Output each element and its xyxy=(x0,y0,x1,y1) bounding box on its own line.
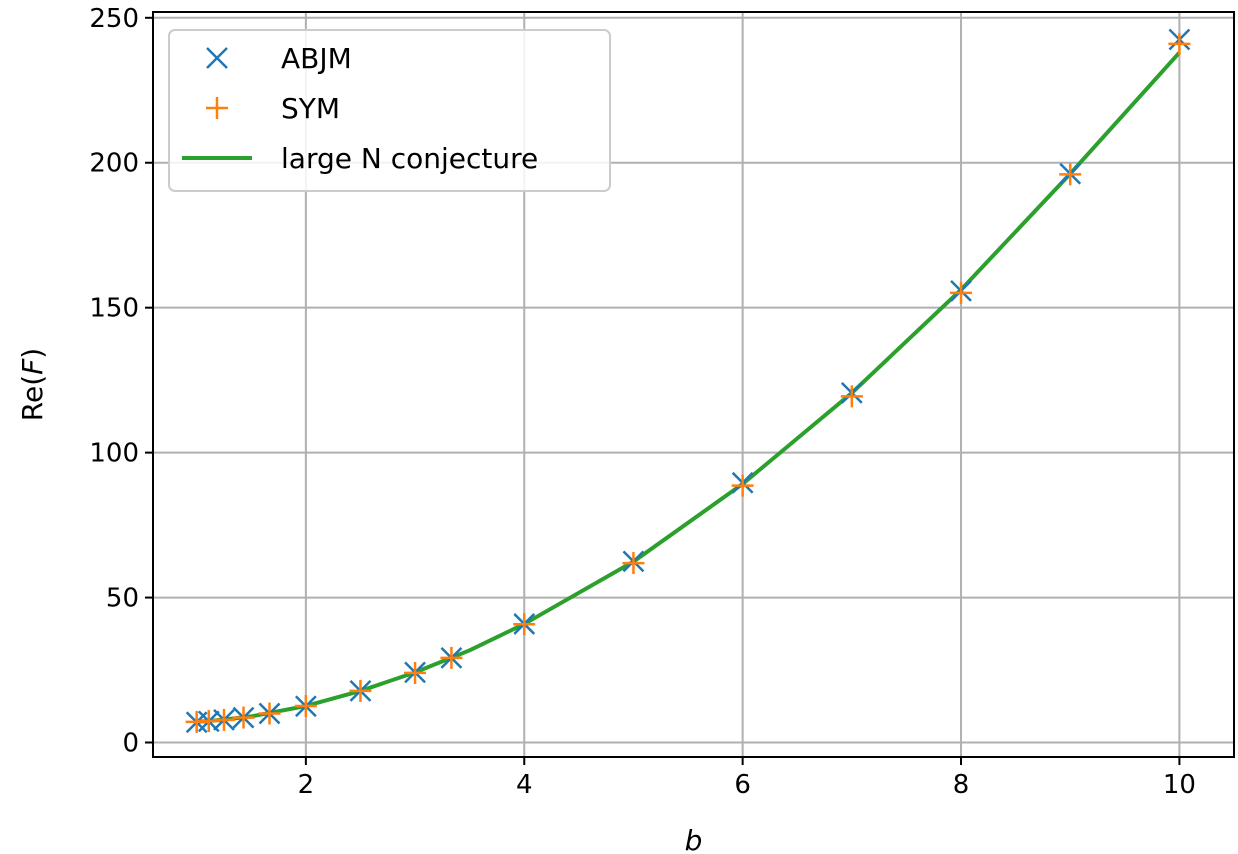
legend-entry: SYM xyxy=(206,92,340,125)
grid-lines xyxy=(153,12,1234,757)
sym-point xyxy=(258,702,281,725)
y-tick-label: 100 xyxy=(89,439,139,469)
x-tick-label: 2 xyxy=(298,770,315,800)
plot-frame xyxy=(152,11,1235,758)
sym-point xyxy=(212,708,235,731)
x-axis-label: b xyxy=(685,824,703,854)
y-tick-label: 50 xyxy=(106,584,139,614)
x-tick-label: 8 xyxy=(953,770,970,800)
sym-point xyxy=(840,385,863,408)
marker-layer xyxy=(185,28,1191,734)
legend-label: SYM xyxy=(281,92,340,125)
sym-point xyxy=(440,646,463,669)
y-tick-label: 150 xyxy=(89,294,139,324)
sym-point xyxy=(622,552,645,575)
y-tick-label: 0 xyxy=(122,729,139,759)
sym-point xyxy=(1168,32,1191,55)
y-axis-label: Re(F) xyxy=(16,348,49,421)
x-tick-label: 6 xyxy=(734,770,751,800)
legend-sym-icon xyxy=(206,97,228,119)
sym-point xyxy=(294,694,317,717)
sym-point xyxy=(950,281,973,304)
sym-point xyxy=(232,706,255,729)
legend-abjm-icon xyxy=(206,47,228,69)
legend-entry: large N conjecture xyxy=(182,142,538,175)
sym-point xyxy=(1059,163,1082,186)
x-tick-label: 10 xyxy=(1163,770,1196,800)
x-tick-label: 4 xyxy=(516,770,533,800)
legend-box xyxy=(168,29,611,192)
sym-point xyxy=(349,679,372,702)
sym-point xyxy=(731,474,754,497)
legend-entry: ABJM xyxy=(206,42,352,75)
y-tick-label: 250 xyxy=(89,4,139,34)
sym-point xyxy=(404,661,427,684)
y-tick-label: 200 xyxy=(89,149,139,179)
x-marker-stroke xyxy=(206,47,228,69)
legend-label: large N conjecture xyxy=(281,142,538,175)
legend-label: ABJM xyxy=(281,42,352,75)
sym-point xyxy=(513,613,536,636)
legend: ABJM SYM large N conjecture xyxy=(168,29,611,192)
